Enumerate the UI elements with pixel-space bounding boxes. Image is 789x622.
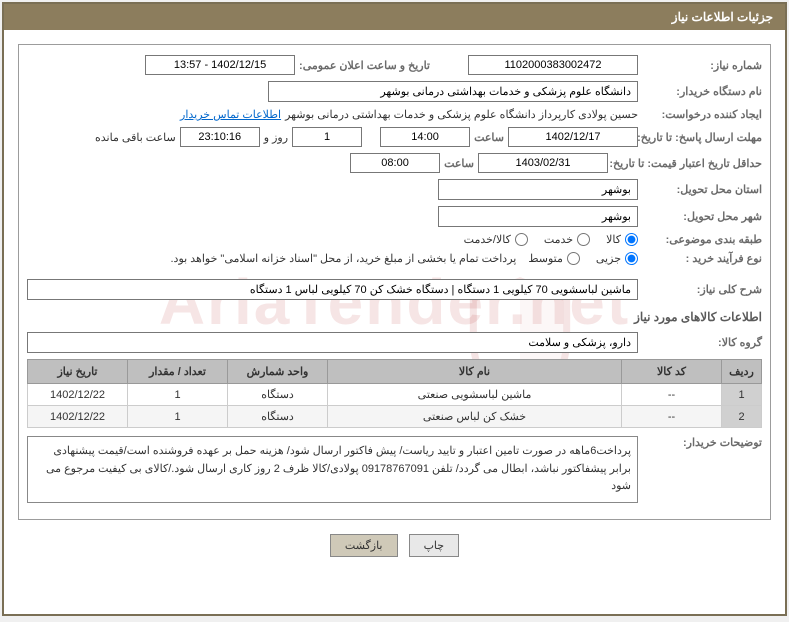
cell-unit: دستگاه <box>228 406 328 428</box>
process-radio-group: جزیی متوسط <box>528 252 638 265</box>
time-label-1: ساعت <box>474 131 504 144</box>
need-number-value: 1102000383002472 <box>468 55 638 75</box>
buyer-notes-label: توضیحات خریدار: <box>642 436 762 449</box>
days-count: 1 <box>292 127 362 147</box>
requester-value: حسین پولادی کارپرداز دانشگاه علوم پزشکی … <box>285 108 638 121</box>
cell-name: خشک کن لباس صنعتی <box>328 406 622 428</box>
countdown: 23:10:16 <box>180 127 260 147</box>
remaining-label: ساعت باقی مانده <box>95 131 176 144</box>
table-row: 1--ماشین لباسشویی صنعتیدستگاه11402/12/22 <box>28 384 762 406</box>
buyer-org-label: نام دستگاه خریدار: <box>642 85 762 98</box>
cell-qty: 1 <box>128 406 228 428</box>
cell-idx: 1 <box>722 384 762 406</box>
group-label: گروه کالا: <box>642 336 762 349</box>
content-frame: AriaTender.net شماره نیاز: 1102000383002… <box>18 44 771 520</box>
validity-time: 08:00 <box>350 153 440 173</box>
group-value: دارو، پزشکی و سلامت <box>27 332 638 353</box>
city-label: شهر محل تحویل: <box>642 210 762 223</box>
process-label: نوع فرآیند خرید : <box>642 252 762 265</box>
goods-table: ردیف کد کالا نام کالا واحد شمارش تعداد /… <box>27 359 762 428</box>
cell-name: ماشین لباسشویی صنعتی <box>328 384 622 406</box>
deadline-time: 14:00 <box>380 127 470 147</box>
th-code: کد کالا <box>622 360 722 384</box>
province-value: بوشهر <box>438 179 638 200</box>
buyer-org-value: دانشگاه علوم پزشکی و خدمات بهداشتی درمان… <box>268 81 638 102</box>
proc-small-option[interactable]: جزیی <box>596 252 638 265</box>
days-and: روز و <box>264 131 288 144</box>
validity-date: 1403/02/31 <box>478 153 608 173</box>
deadline-date: 1402/12/17 <box>508 127 638 147</box>
proc-small-radio[interactable] <box>625 252 638 265</box>
th-qty: تعداد / مقدار <box>128 360 228 384</box>
summary-value: ماشین لباسشویی 70 کیلویی 1 دستگاه | دستگ… <box>27 279 638 300</box>
cat-both-radio[interactable] <box>515 233 528 246</box>
proc-medium-option[interactable]: متوسط <box>528 252 580 265</box>
cat-goods-option[interactable]: کالا <box>606 233 638 246</box>
cell-qty: 1 <box>128 384 228 406</box>
announce-label: تاریخ و ساعت اعلان عمومی: <box>299 59 430 72</box>
category-label: طبقه بندی موضوعی: <box>642 233 762 246</box>
cat-service-radio[interactable] <box>577 233 590 246</box>
category-radio-group: کالا خدمت کالا/خدمت <box>464 233 638 246</box>
cell-date: 1402/12/22 <box>28 384 128 406</box>
print-button[interactable]: چاپ <box>409 534 460 557</box>
summary-label: شرح کلی نیاز: <box>642 283 762 296</box>
contact-link[interactable]: اطلاعات تماس خریدار <box>180 108 281 121</box>
province-label: استان محل تحویل: <box>642 183 762 196</box>
goods-section-title: اطلاعات کالاهای مورد نیاز <box>27 310 762 324</box>
cell-unit: دستگاه <box>228 384 328 406</box>
cat-both-option[interactable]: کالا/خدمت <box>464 233 528 246</box>
cell-code: -- <box>622 406 722 428</box>
city-value: بوشهر <box>438 206 638 227</box>
table-row: 2--خشک کن لباس صنعتیدستگاه11402/12/22 <box>28 406 762 428</box>
cell-code: -- <box>622 384 722 406</box>
cell-date: 1402/12/22 <box>28 406 128 428</box>
time-label-2: ساعت <box>444 157 474 170</box>
cat-service-option[interactable]: خدمت <box>544 233 590 246</box>
proc-medium-radio[interactable] <box>567 252 580 265</box>
header-title: جزئیات اطلاعات نیاز <box>4 4 785 30</box>
th-unit: واحد شمارش <box>228 360 328 384</box>
th-date: تاریخ نیاز <box>28 360 128 384</box>
back-button[interactable]: بازگشت <box>330 534 398 557</box>
process-note: پرداخت تمام یا بخشی از مبلغ خرید، از محل… <box>171 252 517 265</box>
requester-label: ایجاد کننده درخواست: <box>642 108 762 121</box>
validity-label: حداقل تاریخ اعتبار قیمت: تا تاریخ: <box>612 157 762 170</box>
th-name: نام کالا <box>328 360 622 384</box>
th-idx: ردیف <box>722 360 762 384</box>
cat-goods-radio[interactable] <box>625 233 638 246</box>
buyer-notes-value: پرداخت6ماهه در صورت تامین اعتبار و تایید… <box>27 436 638 503</box>
outer-frame: جزئیات اطلاعات نیاز AriaTender.net شماره… <box>2 2 787 616</box>
deadline-label: مهلت ارسال پاسخ: تا تاریخ: <box>642 131 762 144</box>
announce-value: 1402/12/15 - 13:57 <box>145 55 295 75</box>
need-number-label: شماره نیاز: <box>642 59 762 72</box>
cell-idx: 2 <box>722 406 762 428</box>
button-row: چاپ بازگشت <box>4 534 785 561</box>
